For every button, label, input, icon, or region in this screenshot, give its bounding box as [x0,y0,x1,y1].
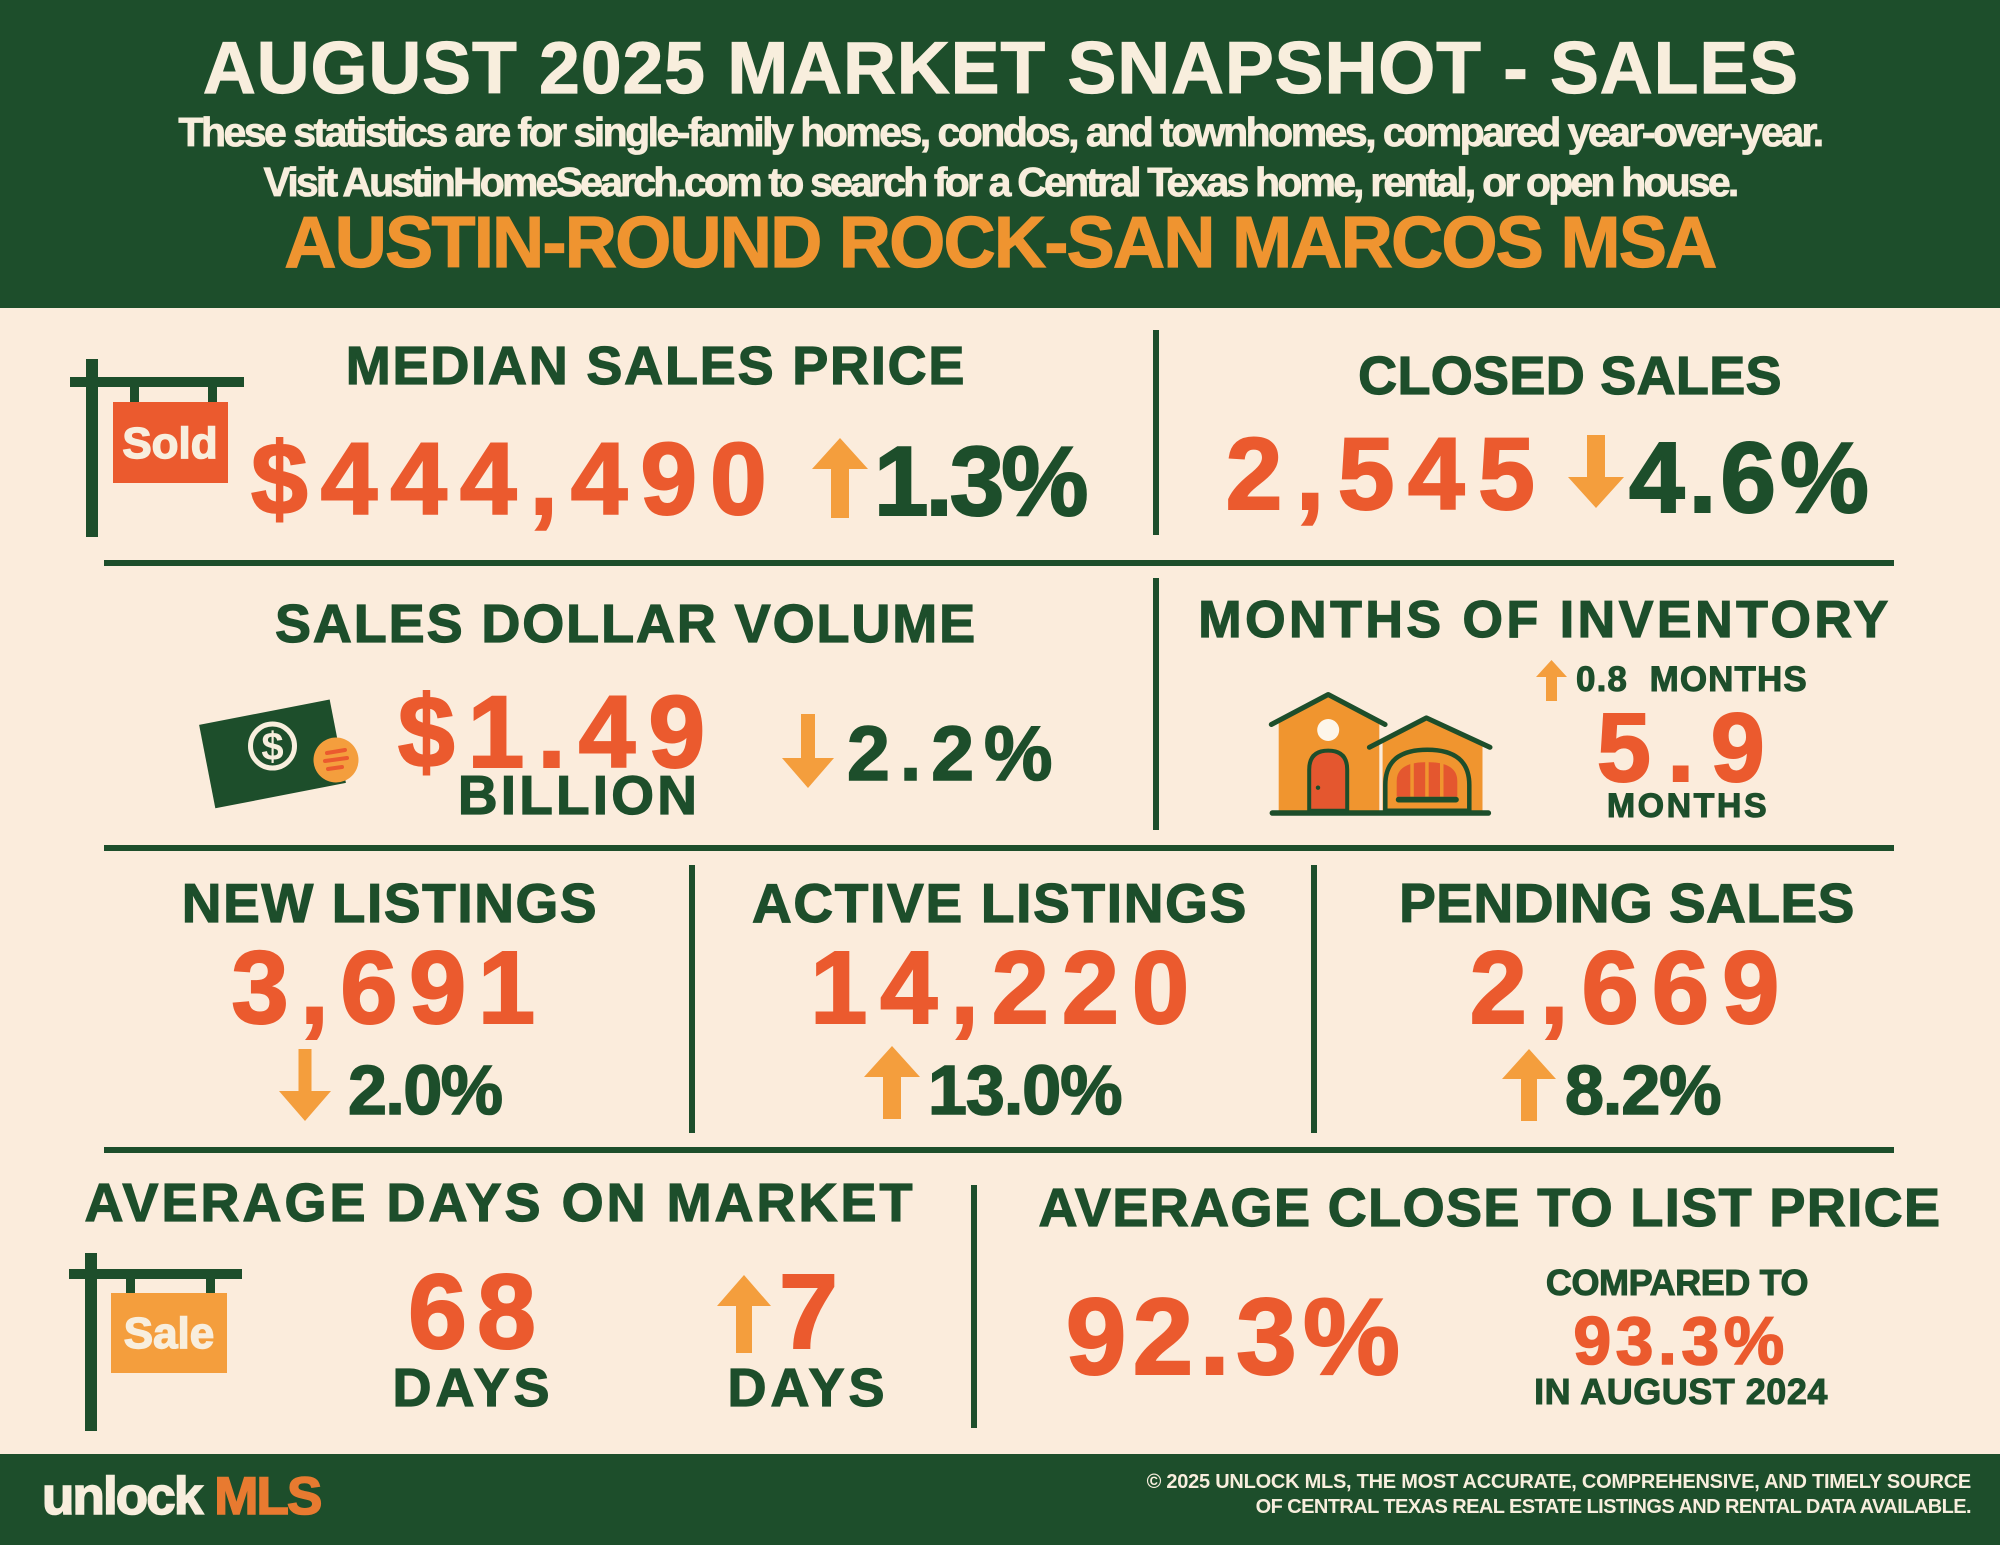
svg-text:$: $ [261,725,283,769]
svg-text:Sold: Sold [122,419,217,468]
svg-text:Sale: Sale [124,1309,215,1358]
